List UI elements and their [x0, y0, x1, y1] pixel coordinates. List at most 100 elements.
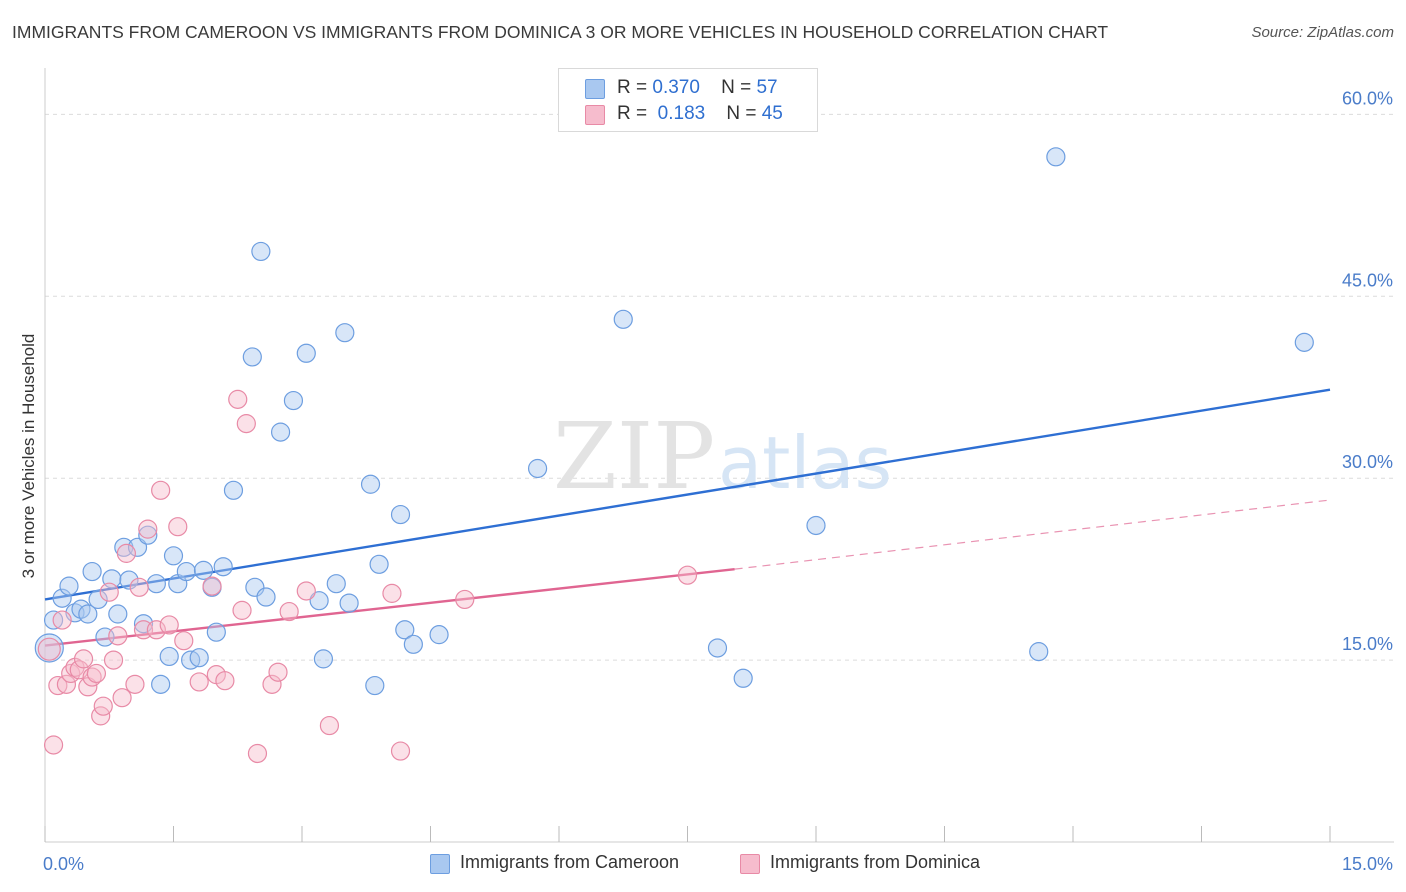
legend-n-value: 57: [756, 77, 778, 98]
y-axis-label: 3 or more Vehicles in Household: [19, 334, 38, 579]
point-dominica: [73, 649, 94, 669]
point-cameroon: [1046, 147, 1066, 167]
y-tick-label: 30.0%: [1342, 452, 1393, 472]
watermark-zip: ZIP: [553, 403, 715, 510]
point-dominica: [56, 674, 77, 694]
point-dominica: [247, 743, 268, 764]
point-cameroon: [1029, 642, 1049, 662]
point-cameroon: [339, 593, 359, 613]
point-dominica: [174, 631, 194, 651]
point-cameroon: [429, 625, 449, 645]
legend-text-cameroon: R = 0.370 N = 57: [617, 77, 778, 99]
legend-swatch-cameroon: [585, 79, 605, 99]
point-cameroon: [527, 458, 548, 479]
legend-r-label: R =: [617, 103, 648, 124]
legend-n-label: N =: [726, 103, 757, 124]
point-dominica: [138, 519, 158, 539]
point-cameroon: [733, 668, 753, 688]
trend-line-cameroon: [44, 388, 1331, 601]
legend-text-dominica: R = 0.183 N = 45: [617, 103, 783, 125]
point-cameroon: [256, 587, 276, 607]
bottom-legend-label-cameroon: Immigrants from Cameroon: [460, 852, 680, 872]
y-tick-label: 60.0%: [1342, 88, 1393, 108]
point-cameroon: [242, 347, 262, 367]
gridlines: [45, 113, 1394, 661]
point-dominica: [129, 577, 149, 597]
legend-r-value: 0.370: [652, 77, 700, 98]
point-cameroon: [213, 557, 233, 577]
point-cameroon: [395, 620, 415, 640]
point-cameroon: [88, 589, 108, 610]
point-cameroon: [283, 390, 304, 411]
point-cameroon: [176, 561, 196, 582]
point-cameroon: [1294, 332, 1314, 352]
x-tick-label: 15.0%: [1342, 854, 1393, 874]
legend-swatch-dominica: [585, 105, 605, 125]
point-dominica: [37, 637, 61, 661]
point-cameroon: [108, 604, 128, 624]
trend-line-dominica-extrapolated: [734, 499, 1331, 570]
point-dominica: [108, 626, 128, 646]
point-dominica: [112, 688, 132, 708]
point-dominica: [151, 480, 171, 500]
point-dominica: [319, 715, 340, 736]
trend-line-dominica: [44, 567, 735, 647]
point-cameroon: [59, 576, 79, 596]
point-cameroon: [151, 674, 171, 694]
point-cameroon: [365, 675, 385, 696]
point-dominica: [189, 672, 209, 692]
point-dominica: [215, 671, 235, 691]
point-dominica: [86, 663, 107, 684]
point-dominica: [268, 662, 288, 682]
point-cameroon: [82, 561, 102, 582]
point-cameroon: [296, 343, 316, 363]
point-cameroon: [189, 648, 209, 668]
x-tick-label: 0.0%: [43, 854, 84, 874]
point-dominica: [202, 576, 222, 596]
point-cameroon: [270, 422, 291, 442]
point-dominica: [228, 389, 248, 409]
tick-labels: 15.0% 30.0% 45.0% 60.0% 0.0% 15.0%: [43, 88, 1393, 874]
point-dominica: [43, 735, 64, 755]
point-cameroon: [251, 241, 271, 262]
point-dominica: [103, 650, 124, 670]
point-cameroon: [78, 604, 98, 624]
point-dominica: [99, 582, 119, 602]
point-cameroon: [223, 480, 244, 500]
chart-source: Source: ZipAtlas.com: [1251, 24, 1394, 41]
point-cameroon: [206, 622, 226, 642]
watermark-atlas: atlas: [718, 421, 892, 505]
point-cameroon: [119, 570, 139, 590]
point-cameroon: [146, 574, 166, 594]
point-dominica: [296, 581, 316, 601]
point-cameroon: [71, 599, 91, 619]
point-cameroon: [369, 554, 389, 574]
legend-n-value: 45: [761, 103, 783, 124]
point-dominica: [168, 517, 188, 537]
point-dominica: [232, 600, 252, 620]
y-tick-label: 15.0%: [1342, 634, 1393, 654]
point-cameroon: [138, 525, 158, 545]
point-cameroon: [335, 323, 355, 343]
point-dominica: [78, 677, 98, 697]
legend-r-value: 0.183: [657, 103, 706, 124]
bottom-legend-swatch-cameroon: [430, 854, 450, 874]
point-dominica: [455, 589, 475, 610]
point-dominica: [125, 674, 145, 694]
bottom-legend-label-dominica: Immigrants from Dominica: [770, 852, 981, 872]
point-cameroon: [403, 634, 423, 654]
point-cameroon: [159, 646, 179, 667]
point-cameroon: [707, 638, 728, 658]
data-points: [34, 147, 1314, 764]
bottom-legend-swatch-dominica: [740, 854, 760, 874]
point-dominica: [262, 674, 282, 694]
point-cameroon: [326, 574, 346, 594]
point-dominica: [279, 601, 299, 622]
point-dominica: [382, 583, 402, 603]
watermark: ZIP atlas: [553, 403, 892, 510]
stats-legend: R = 0.370 N = 57 R = 0.183 N = 45: [558, 68, 818, 132]
point-dominica: [390, 741, 411, 761]
point-dominica: [146, 620, 166, 640]
point-dominica: [677, 565, 698, 585]
